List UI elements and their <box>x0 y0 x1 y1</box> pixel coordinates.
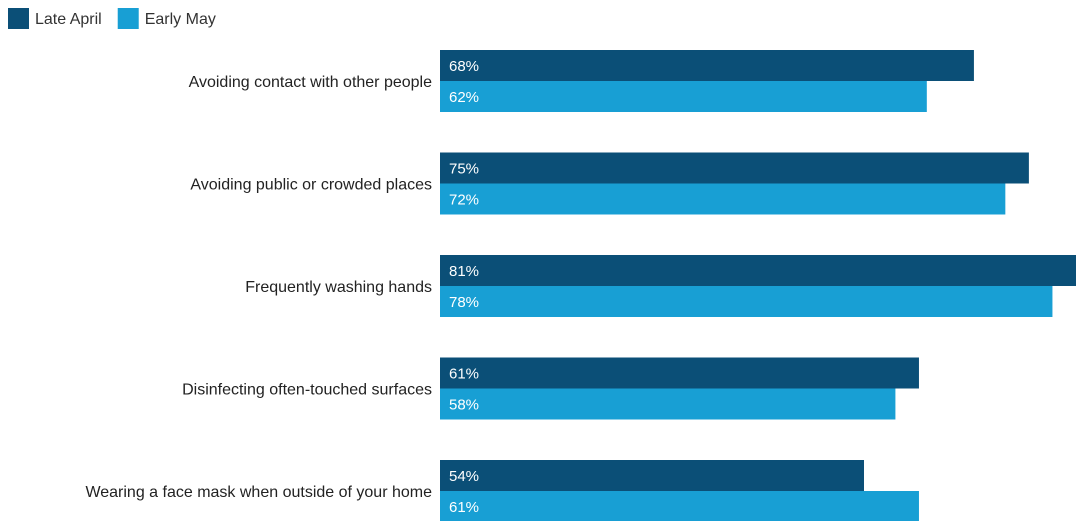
value-label: 61% <box>449 366 479 383</box>
bar-group: 81% 78% <box>440 255 1076 317</box>
bar-group: 68% 62% <box>440 50 974 112</box>
bar <box>440 81 927 112</box>
value-label: 54% <box>449 468 479 485</box>
legend-item-1: Late April <box>8 8 102 29</box>
category-label: Frequently washing hands <box>245 279 432 296</box>
legend: Late April Early May <box>8 8 216 29</box>
bar-group: 75% 72% <box>440 152 1029 215</box>
bars: 68% 62% 75% 72% 81% 78% 61% 58% 54% 61% <box>440 50 1076 522</box>
value-label: 58% <box>449 397 479 414</box>
value-label: 75% <box>449 161 479 178</box>
legend-swatch <box>8 8 29 29</box>
category-label: Disinfecting often-touched surfaces <box>182 382 432 399</box>
value-label: 61% <box>449 499 479 516</box>
bar <box>440 357 919 389</box>
value-label: 62% <box>449 89 479 106</box>
category-label: Avoiding public or crowded places <box>190 177 432 194</box>
bar <box>440 50 974 81</box>
bar <box>440 286 1053 317</box>
bar <box>440 152 1029 184</box>
category-label: Avoiding contact with other people <box>189 74 433 91</box>
legend-item-2: Early May <box>117 8 216 29</box>
category-labels: Avoiding contact with other people Avoidi… <box>85 74 432 501</box>
value-label: 68% <box>449 58 479 75</box>
value-label: 72% <box>449 192 479 209</box>
legend-label: Early May <box>145 11 216 28</box>
category-label: Wearing a face mask when outside of your… <box>85 484 432 501</box>
bar <box>440 460 864 491</box>
value-label: 78% <box>449 294 479 311</box>
bar <box>440 388 896 420</box>
bar <box>440 255 1076 286</box>
bar <box>440 491 919 522</box>
value-label: 81% <box>449 263 479 280</box>
bar-group: 54% 61% <box>440 460 919 522</box>
legend-label: Late April <box>35 11 102 28</box>
legend-swatch <box>117 8 139 29</box>
bar <box>440 183 1006 215</box>
bar-group: 61% 58% <box>440 357 919 420</box>
